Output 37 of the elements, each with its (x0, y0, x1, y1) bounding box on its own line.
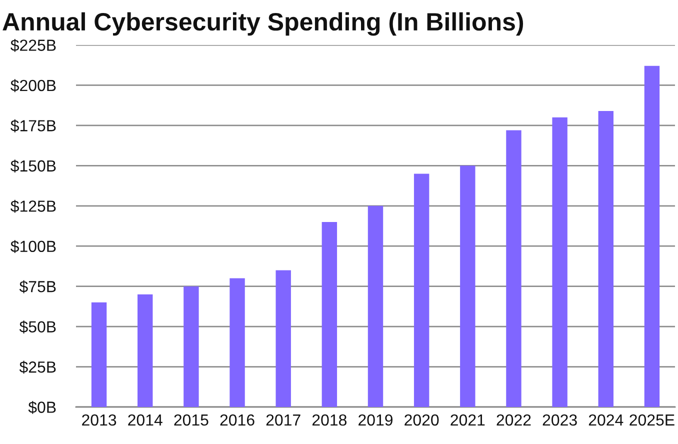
bar (184, 286, 199, 407)
x-tick-label: 2013 (82, 414, 116, 426)
x-tick-label: 2015 (174, 414, 208, 426)
y-tick-label: $100B (10, 240, 56, 254)
x-tick-label: 2025E (630, 414, 674, 426)
bar (322, 222, 338, 407)
x-tick-label: 2024 (588, 414, 624, 426)
bar (138, 294, 153, 407)
bar (414, 174, 430, 407)
y-tick-label: $225B (10, 38, 56, 52)
x-tick-label: 2022 (496, 414, 531, 426)
bar (276, 270, 291, 407)
y-tick-label: $75B (19, 280, 56, 294)
y-tick-label: $200B (10, 79, 56, 92)
x-tick-label: 2017 (266, 414, 300, 426)
y-tick-label: $125B (10, 200, 56, 213)
y-tick-label: $175B (10, 119, 56, 132)
x-tick-label: 2014 (128, 414, 162, 426)
x-tick-label: 2018 (312, 414, 346, 426)
bar (460, 166, 476, 407)
x-tick-label: 2020 (404, 414, 439, 426)
bar (598, 110, 614, 407)
bar (644, 66, 660, 407)
bar (552, 117, 568, 407)
bar (368, 206, 384, 407)
y-tick-label: $25B (19, 360, 56, 374)
x-tick-label: 2023 (542, 414, 577, 426)
y-tick-label: $150B (10, 160, 56, 173)
x-tick-label: 2016 (220, 414, 254, 426)
y-tick-label: $50B (19, 320, 56, 334)
bar (506, 130, 522, 407)
chart-title: Annual Cybersecurity Spending (In Billions) (2, 12, 524, 36)
y-tick-label: $0B (28, 400, 56, 414)
x-tick-label: 2019 (358, 414, 393, 426)
bar (91, 302, 107, 407)
bar (230, 278, 245, 407)
x-tick-label: 2021 (450, 414, 485, 426)
